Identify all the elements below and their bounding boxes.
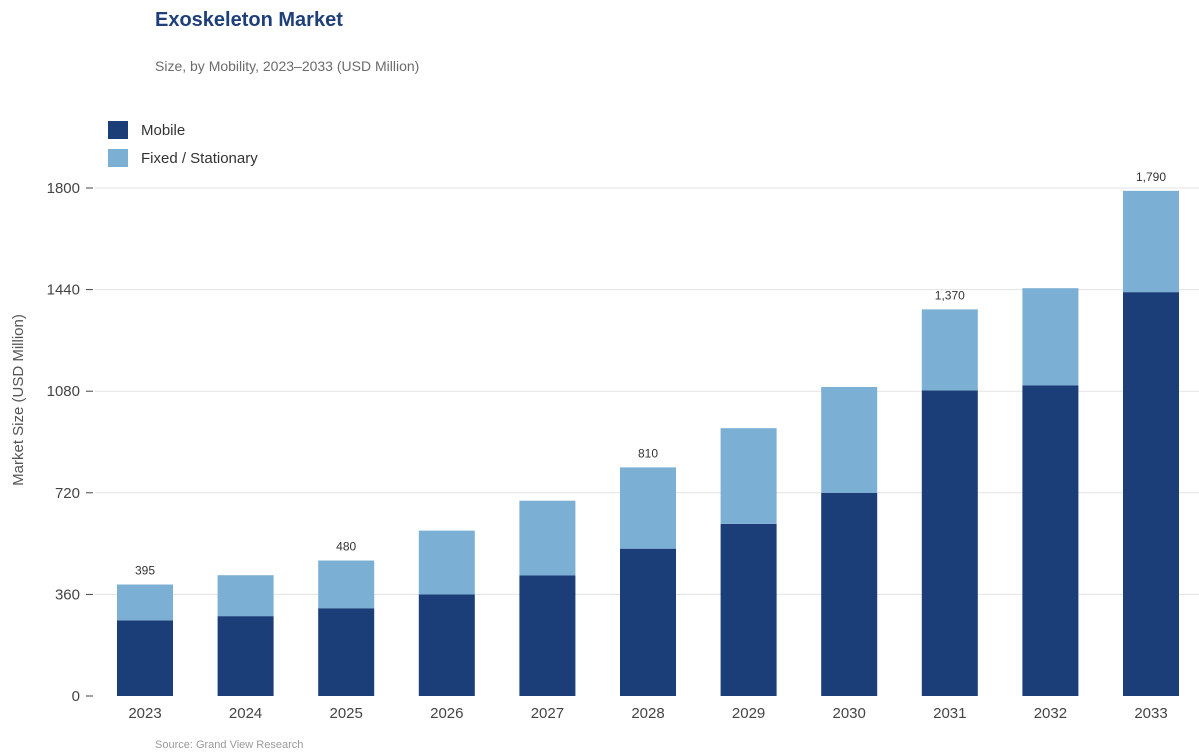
legend-label-mobile: Mobile	[141, 121, 186, 139]
source-note: Source: Grand View Research	[155, 739, 304, 751]
bar-fixed-2025	[318, 560, 375, 609]
bar-mobile-2028	[620, 548, 676, 696]
chart-subtitle: Size, by Mobility, 2023–2033 (USD Millio…	[155, 58, 420, 74]
legend: Mobile Fixed / Stationary	[108, 116, 258, 172]
gridlines	[95, 187, 1199, 595]
bar-fixed-2032	[1022, 288, 1079, 386]
x-tick-label-2026: 2026	[430, 705, 463, 722]
bars	[117, 190, 1179, 696]
legend-swatch-mobile	[108, 121, 128, 139]
bar-fixed-2028	[620, 467, 676, 549]
x-tick-label-2032: 2032	[1034, 705, 1067, 722]
total-label-2028: 810	[638, 446, 658, 460]
y-tick-label-1440: 1440	[47, 282, 80, 299]
bar-fixed-2024	[217, 575, 274, 617]
bar-mobile-2029	[720, 523, 777, 696]
bar-mobile-2027	[519, 575, 576, 696]
total-label-2025: 480	[336, 540, 356, 554]
bar-mobile-2032	[1022, 385, 1079, 696]
x-tick-label-2025: 2025	[330, 705, 363, 722]
x-tick-label-2028: 2028	[631, 705, 664, 722]
bar-mobile-2031	[921, 390, 978, 696]
total-label-2031: 1,370	[935, 288, 965, 302]
x-axis: 2023 2024 2025 2026 2027 2028 2029 2030 2031 2032…	[128, 705, 1167, 722]
y-tick-label-1080: 1080	[47, 383, 80, 400]
bar-mobile-2023	[117, 620, 173, 696]
bar-fixed-2030	[821, 386, 878, 493]
legend-item-fixed: Fixed / Stationary	[108, 144, 258, 172]
x-tick-label-2024: 2024	[229, 705, 262, 722]
bar-mobile-2030	[821, 492, 878, 696]
x-tick-label-2030: 2030	[833, 705, 866, 722]
bar-mobile-2024	[217, 616, 274, 696]
legend-swatch-fixed	[108, 149, 128, 167]
stacked-bar-chart: 0 360 720 1080 1440 1800 2023 2024 2025 2026 2027…	[10, 170, 1199, 722]
bar-fixed-2023	[117, 584, 173, 621]
bar-mobile-2026	[418, 594, 475, 696]
bar-fixed-2029	[720, 428, 777, 524]
x-tick-label-2023: 2023	[128, 705, 161, 722]
y-tick-label-1800: 1800	[47, 180, 80, 197]
y-tick-label-0: 0	[72, 688, 80, 705]
total-labels: 395 480 810 1,370 1,790	[135, 170, 1166, 578]
y-axis: 0 360 720 1080 1440 1800	[47, 180, 93, 705]
chart-title: Exoskeleton Market	[155, 9, 343, 31]
bar-fixed-2027	[519, 500, 576, 576]
x-tick-label-2029: 2029	[732, 705, 765, 722]
x-tick-label-2033: 2033	[1134, 705, 1167, 722]
legend-item-mobile: Mobile	[108, 116, 258, 144]
total-label-2023: 395	[135, 564, 155, 578]
legend-label-fixed: Fixed / Stationary	[141, 149, 258, 167]
bar-mobile-2033	[1123, 292, 1179, 696]
x-tick-label-2031: 2031	[933, 705, 966, 722]
bar-fixed-2026	[418, 530, 475, 595]
y-tick-label-720: 720	[55, 485, 80, 502]
x-tick-label-2027: 2027	[531, 705, 564, 722]
bar-fixed-2033	[1123, 190, 1179, 293]
bar-fixed-2031	[921, 309, 978, 391]
y-tick-label-360: 360	[55, 586, 80, 603]
y-axis-title: Market Size (USD Million)	[10, 314, 27, 486]
bar-mobile-2025	[318, 608, 375, 696]
total-label-2033: 1,790	[1136, 170, 1166, 184]
